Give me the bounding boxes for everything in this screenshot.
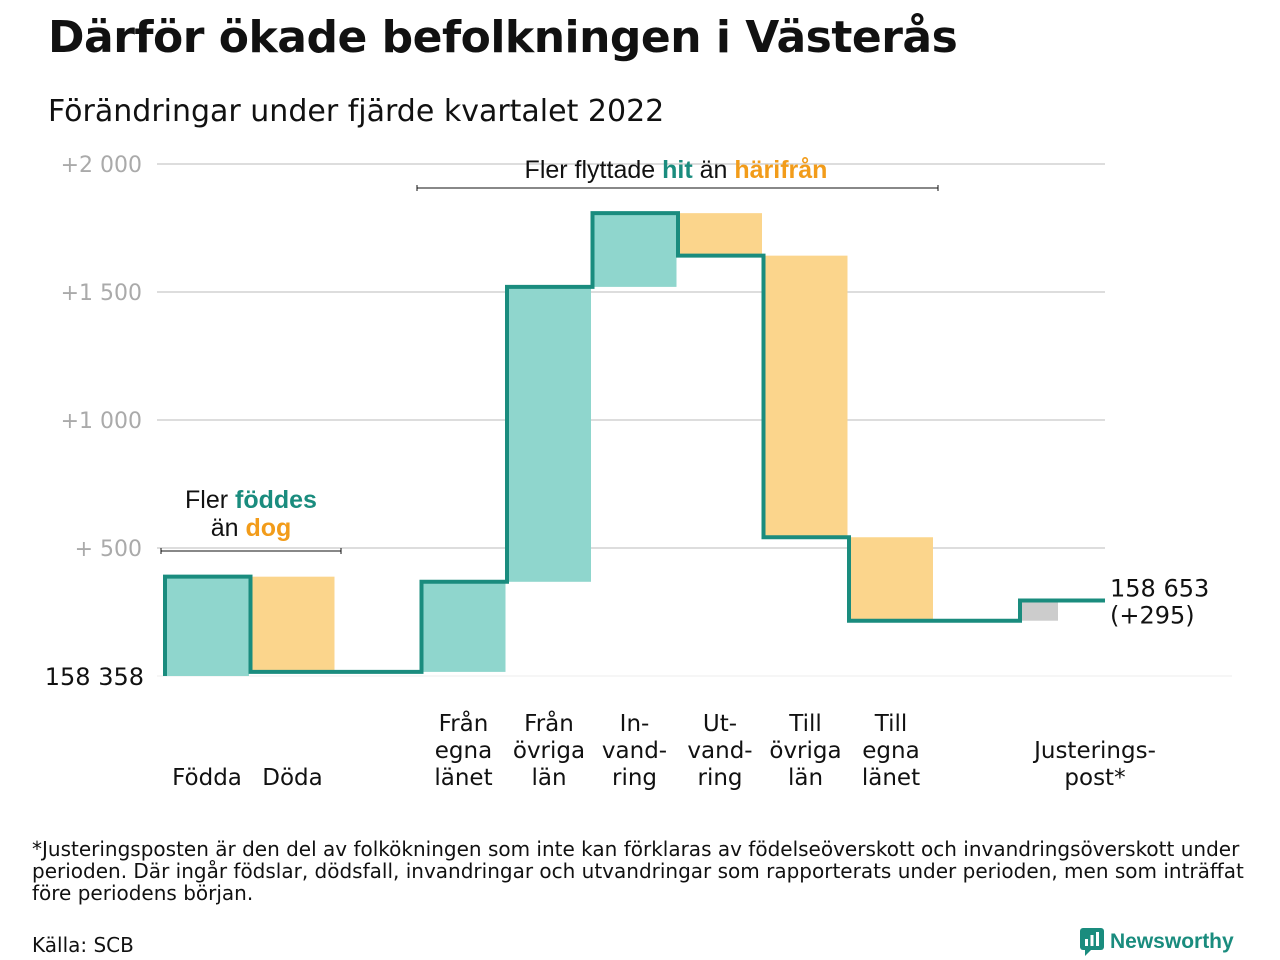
end-value-label: 158 653 xyxy=(1110,574,1209,602)
category-label: län xyxy=(788,765,823,791)
waterfall-bar xyxy=(165,576,249,676)
waterfall-bar xyxy=(507,286,591,582)
category-label: Till xyxy=(788,711,822,737)
y-tick-label: +1 500 xyxy=(61,281,142,306)
category-label: egna xyxy=(435,738,492,764)
page-title: Därför ökade befolkningen i Västerås xyxy=(48,12,958,63)
category-label: vand- xyxy=(687,738,752,764)
births-annotation-line2-part: dog xyxy=(245,514,291,542)
category-label: vand- xyxy=(602,738,667,764)
y-tick-label: + 500 xyxy=(75,537,142,562)
category-label: Födda xyxy=(172,765,242,791)
y-tick-label: +2 000 xyxy=(61,153,142,178)
waterfall-bar xyxy=(250,576,335,672)
births-annotation-line2: än dog xyxy=(211,514,292,542)
births-annotation-line1: Fler föddes xyxy=(185,486,317,514)
category-label: post* xyxy=(1064,765,1125,791)
category-label: Döda xyxy=(262,765,322,791)
bars xyxy=(165,213,1058,676)
births-annotation-line1-part: föddes xyxy=(235,486,317,514)
waterfall-bar xyxy=(849,537,933,621)
category-label: Från xyxy=(524,709,574,737)
start-value-label: 158 358 xyxy=(45,663,144,691)
category-label: Ut- xyxy=(703,711,737,737)
y-tick-label: +1 000 xyxy=(61,409,142,434)
waterfall-bar xyxy=(1020,600,1058,621)
moves-annotation-part: än xyxy=(693,156,735,184)
waterfall-bar xyxy=(592,213,677,287)
step-line xyxy=(163,211,1105,676)
step-line-group xyxy=(163,211,1105,676)
page-subtitle: Förändringar under fjärde kvartalet 2022 xyxy=(48,94,665,129)
end-change-label: (+295) xyxy=(1110,601,1195,629)
waterfall-bar xyxy=(763,255,848,538)
births-annotation-line2-part: än xyxy=(211,514,246,542)
moves-annotation-part: hit xyxy=(662,156,693,184)
logo-text: Newsworthy xyxy=(1110,930,1234,953)
category-label: ring xyxy=(697,765,742,791)
newsworthy-logo: Newsworthy xyxy=(1080,928,1234,956)
category-label: länet xyxy=(434,765,492,791)
moves-annotation: Fler flyttade hit än härifrån xyxy=(525,156,828,184)
category-label: län xyxy=(531,765,566,791)
moves-annotation-part: Fler flyttade xyxy=(525,156,663,184)
waterfall-bar xyxy=(678,213,762,256)
category-label: In- xyxy=(620,711,650,737)
chart-bubble-icon xyxy=(1080,928,1104,956)
category-label: övriga xyxy=(769,738,841,764)
category-label: Till xyxy=(874,711,908,737)
births-annotation-line1-part: Fler xyxy=(185,486,235,514)
category-label: länet xyxy=(862,765,920,791)
category-label: Från xyxy=(439,709,489,737)
category-label: egna xyxy=(862,738,919,764)
category-label: ring xyxy=(612,765,657,791)
source-note: Källa: SCB xyxy=(32,933,134,957)
category-label: övriga xyxy=(513,738,585,764)
waterfall-bar xyxy=(421,581,506,672)
footnote: *Justeringsposten är den del av folkökni… xyxy=(32,837,1244,905)
moves-annotation-part: härifrån xyxy=(734,156,827,184)
grid-lines xyxy=(157,163,1232,677)
category-label: Justerings- xyxy=(1032,738,1156,764)
